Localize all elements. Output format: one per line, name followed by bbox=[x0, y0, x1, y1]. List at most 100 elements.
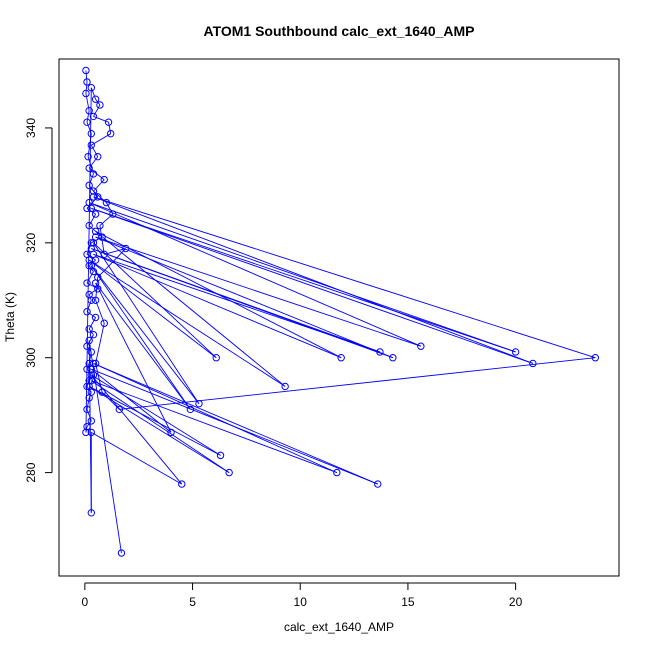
x-tick-label: 15 bbox=[401, 595, 415, 609]
series-line-segment bbox=[95, 236, 421, 347]
series-line-segment bbox=[95, 300, 105, 324]
series-line-segment bbox=[90, 87, 97, 100]
data-point bbox=[83, 405, 91, 414]
series-line-segment bbox=[88, 213, 97, 226]
data-point bbox=[89, 239, 98, 247]
series-line-segment bbox=[91, 374, 221, 456]
data-point bbox=[83, 365, 91, 373]
y-tick-label: 280 bbox=[24, 462, 38, 482]
data-point bbox=[91, 296, 100, 304]
data-point bbox=[83, 308, 91, 316]
data-point bbox=[389, 354, 397, 362]
data-point bbox=[91, 359, 100, 368]
data-point bbox=[85, 198, 93, 207]
series-line-segment bbox=[86, 311, 96, 318]
series-line-segment bbox=[86, 282, 98, 290]
data-point bbox=[109, 210, 117, 218]
data-point bbox=[84, 152, 92, 161]
data-point bbox=[89, 250, 98, 259]
series-line-segment bbox=[88, 156, 99, 169]
series-line-segment bbox=[90, 374, 183, 485]
series-line-segment bbox=[88, 259, 286, 387]
series-line-segment bbox=[85, 87, 92, 433]
data-point bbox=[212, 354, 220, 362]
series-line-segment bbox=[93, 196, 596, 359]
series-line-segment bbox=[85, 70, 88, 83]
data-point bbox=[376, 348, 384, 356]
series-line-segment bbox=[90, 144, 99, 157]
data-point bbox=[333, 468, 341, 477]
data-point bbox=[186, 405, 195, 414]
data-point bbox=[85, 262, 93, 270]
series-line-segment bbox=[93, 253, 342, 359]
series-line-segment bbox=[88, 259, 217, 359]
series-line-segment bbox=[93, 196, 534, 364]
series-line-segment bbox=[93, 253, 381, 353]
data-point bbox=[87, 239, 96, 247]
data-point bbox=[178, 480, 186, 488]
y-tick-label: 340 bbox=[24, 118, 38, 138]
data-point bbox=[87, 296, 96, 304]
data-point bbox=[195, 399, 203, 408]
data-point bbox=[87, 262, 96, 270]
chart-title: ATOM1 Southbound calc_ext_1640_AMP bbox=[204, 23, 475, 39]
series-line-segment bbox=[104, 248, 126, 255]
data-point bbox=[511, 348, 520, 356]
data-point bbox=[82, 428, 90, 437]
series-line-segment bbox=[97, 248, 127, 278]
data-point bbox=[337, 354, 345, 362]
data-point bbox=[89, 193, 98, 201]
data-point bbox=[83, 382, 91, 391]
data-point bbox=[85, 164, 93, 172]
data-point bbox=[106, 129, 115, 138]
series-line-segment bbox=[91, 133, 111, 146]
data-point bbox=[117, 549, 126, 557]
data-point bbox=[94, 193, 102, 201]
data-point bbox=[85, 221, 93, 230]
data-point bbox=[96, 221, 104, 230]
series-line-segment bbox=[95, 230, 286, 387]
x-axis: 0 5 10 15 20 bbox=[82, 582, 523, 609]
series-line-segment bbox=[95, 323, 105, 364]
data-point bbox=[82, 66, 90, 75]
series-line-segment bbox=[86, 397, 90, 410]
series-line-segment bbox=[88, 386, 221, 456]
series-line-segment bbox=[88, 317, 97, 330]
data-point bbox=[417, 342, 425, 350]
data-point bbox=[89, 359, 98, 368]
data-point bbox=[83, 118, 91, 126]
data-point bbox=[87, 509, 96, 517]
y-tick-label: 320 bbox=[24, 232, 38, 252]
data-point bbox=[83, 279, 91, 287]
series-line-segment bbox=[108, 122, 112, 134]
x-tick-label: 20 bbox=[509, 595, 523, 609]
data-point bbox=[89, 170, 98, 178]
data-point bbox=[83, 422, 91, 431]
series-line-segment bbox=[95, 282, 191, 410]
data-point bbox=[91, 279, 100, 287]
data-point bbox=[82, 89, 90, 98]
series-line-segment bbox=[91, 207, 533, 364]
data-point bbox=[96, 101, 104, 109]
y-axis-label: Theta (K) bbox=[3, 292, 17, 342]
data-point bbox=[216, 451, 225, 460]
data-point bbox=[87, 428, 96, 437]
data-point bbox=[104, 118, 113, 126]
series-line-segment bbox=[95, 230, 342, 359]
y-axis: 280 300 320 340 bbox=[24, 118, 53, 483]
series-line-segment bbox=[91, 431, 182, 485]
data-point bbox=[94, 152, 102, 161]
data-point bbox=[529, 359, 537, 368]
data-point bbox=[87, 348, 96, 356]
data-point bbox=[91, 227, 100, 236]
data-point bbox=[89, 331, 98, 339]
data-point bbox=[374, 480, 382, 488]
data-point bbox=[91, 95, 100, 103]
series-line-segment bbox=[91, 380, 230, 473]
x-axis-label: calc_ext_1640_AMP bbox=[284, 620, 394, 634]
data-point bbox=[100, 319, 108, 327]
data-point bbox=[87, 129, 96, 138]
y-tick-label: 300 bbox=[24, 347, 38, 367]
